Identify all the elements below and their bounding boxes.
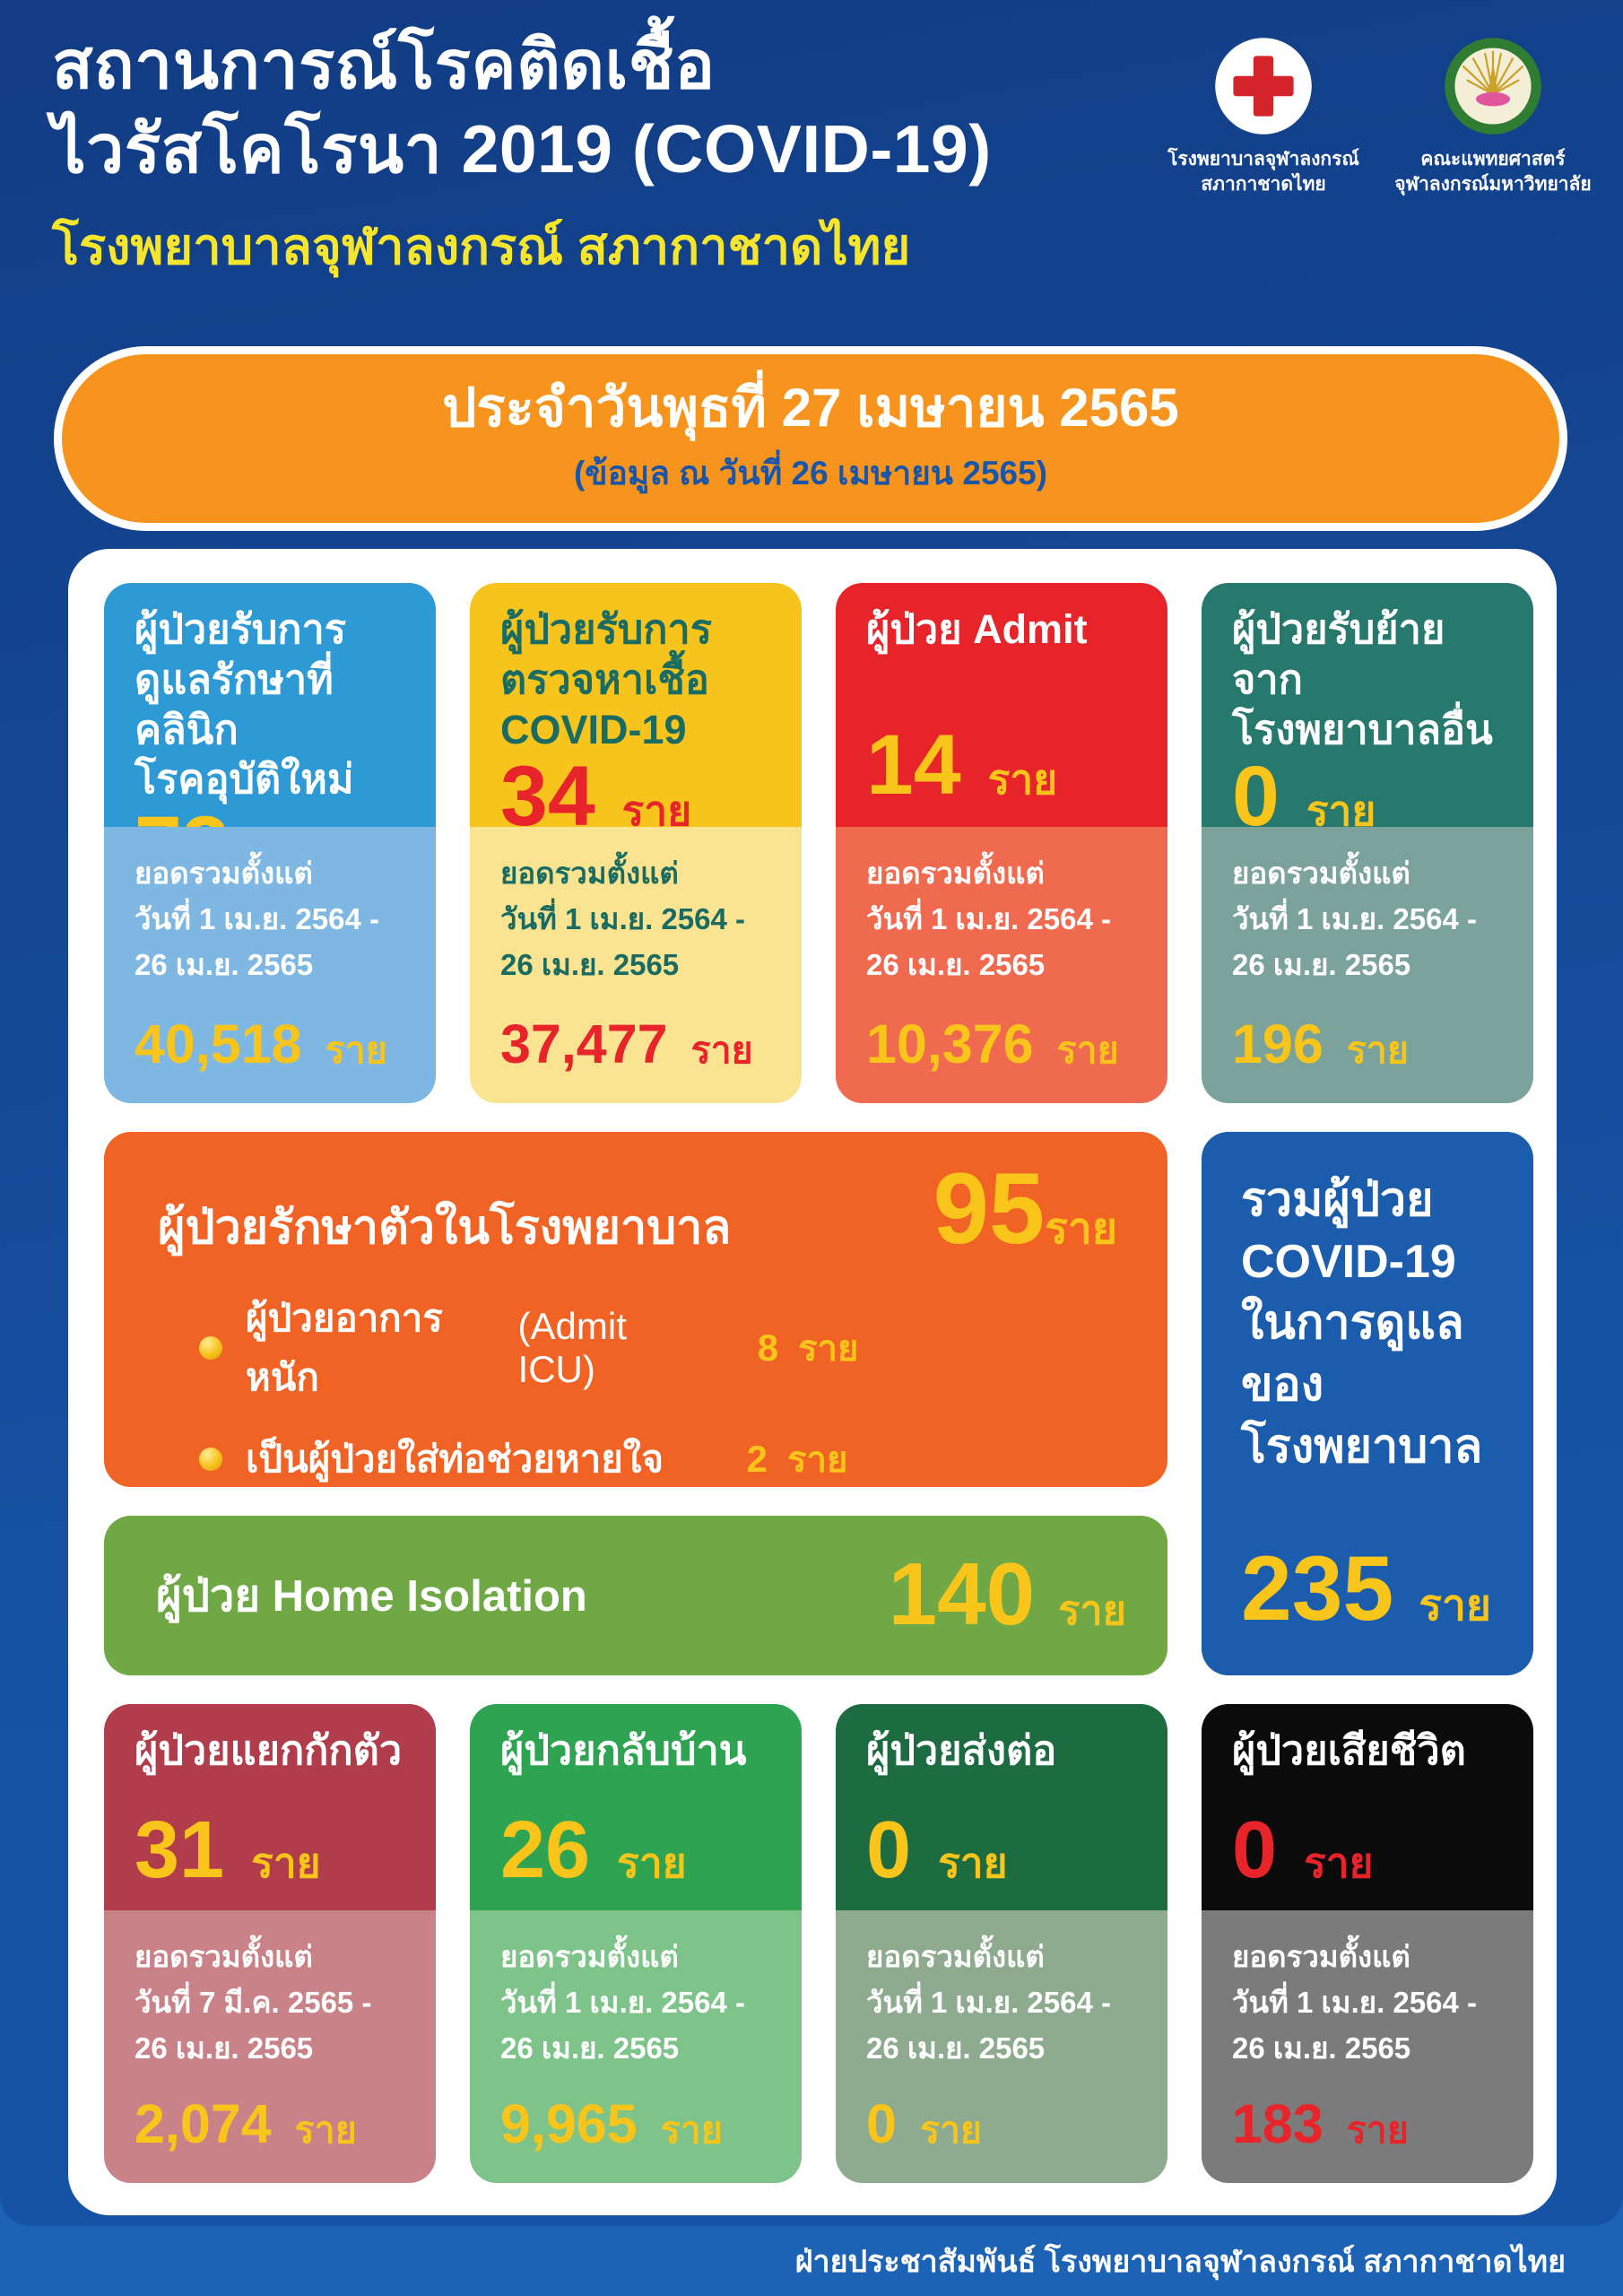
daily-value: 0: [866, 1805, 912, 1895]
hospital-subtitle: โรงพยาบาลจุฬาลงกรณ์ สภากาชาดไทย: [52, 217, 911, 274]
unit-label: ราย: [1306, 787, 1376, 835]
period-label: ยอดรวมตั้งแต่ วันที่ 7 มี.ค. 2565 - 26 เ…: [135, 1940, 372, 2066]
card-title: ผู้ป่วยรับการ ตรวจหาเชื้อ COVID-19: [500, 606, 712, 752]
daily-value: 0: [1232, 749, 1280, 845]
daily-value: 31: [135, 1805, 225, 1895]
in-hospital-value: 95: [933, 1152, 1046, 1265]
card-title: ผู้ป่วยรักษาตัวในโรงพยาบาล: [158, 1202, 732, 1254]
unit-label: ราย: [1045, 1205, 1117, 1253]
daily-value: 34: [500, 749, 595, 845]
unit-label: ราย: [690, 1030, 753, 1071]
cumulative-value: 2,074: [135, 2093, 272, 2154]
report-date: ประจำวันพุธที่ 27 เมษายน 2565: [442, 377, 1179, 438]
stat-card-referred-out: ผู้ป่วยส่งต่อ 0 ราย ยอดรวมตั้งแต่ วันที่…: [836, 1704, 1167, 2183]
period-label: ยอดรวมตั้งแต่ วันที่ 1 เม.ย. 2564 - 26 เ…: [500, 857, 745, 982]
cumulative-value: 196: [1232, 1013, 1324, 1074]
stat-card-admit: ผู้ป่วย Admit 14 ราย ยอดรวมตั้งแต่ วันที…: [836, 583, 1167, 1103]
daily-value: 26: [500, 1805, 591, 1895]
unit-label: ราย: [660, 2109, 723, 2151]
period-label: ยอดรวมตั้งแต่ วันที่ 1 เม.ย. 2564 - 26 เ…: [866, 1940, 1111, 2066]
cumulative-value: 40,518: [135, 1013, 302, 1074]
cumulative-value: 183: [1232, 2093, 1324, 2154]
card-title: ผู้ป่วยรับย้ายจาก โรงพยาบาลอื่น: [1232, 606, 1493, 752]
logo-caption: โรงพยาบาลจุฬาลงกรณ์ สภากาชาดไทย: [1167, 149, 1359, 196]
unit-label: ราย: [1419, 1582, 1492, 1630]
logo-group: โรงพยาบาลจุฬาลงกรณ์ สภากาชาดไทย คณะแพทยศ…: [1157, 36, 1600, 198]
credit-text: ฝ่ายประชาสัมพันธ์ โรงพยาบาลจุฬาลงกรณ์ สภ…: [794, 2245, 1566, 2279]
title-line-1: สถานการณ์โรคติดเชื้อ: [52, 27, 716, 102]
breakdown-row-icu: ผู้ป่วยอาการหนัก (Admit ICU) 8 ราย: [199, 1289, 1117, 1407]
card-title: ผู้ป่วย Admit: [866, 606, 1088, 652]
breakdown-row-ventilator: เป็นผู้ป่วยใส่ท่อช่วยหายใจ 2 ราย: [199, 1430, 1117, 1489]
card-title: ผู้ป่วยรับการ ดูแลรักษาที่คลินิก โรคอุบั…: [135, 606, 354, 803]
stat-card-home-isolation: ผู้ป่วย Home Isolation 140 ราย: [104, 1516, 1167, 1675]
card-title: ผู้ป่วยแยกกักตัว: [135, 1727, 403, 1773]
red-cross-icon: [1215, 38, 1312, 135]
date-banner: ประจำวันพุธที่ 27 เมษายน 2565 (ข้อมูล ณ …: [54, 346, 1567, 531]
faculty-medicine-seal-icon: [1445, 38, 1541, 135]
card-title: ผู้ป่วยส่งต่อ: [866, 1727, 1057, 1773]
bullet-dot-icon: [199, 1448, 222, 1471]
unit-label: ราย: [1346, 1030, 1409, 1071]
unit-label: ราย: [1346, 2109, 1409, 2151]
unit-label: ราย: [919, 2109, 983, 2151]
unit-label: ราย: [1056, 1030, 1119, 1071]
period-label: ยอดรวมตั้งแต่ วันที่ 1 เม.ย. 2564 - 26 เ…: [866, 857, 1111, 982]
unit-label: ราย: [1304, 1839, 1374, 1886]
unit-label: ราย: [617, 1839, 687, 1886]
period-label: ยอดรวมตั้งแต่ วันที่ 1 เม.ย. 2564 - 26 เ…: [135, 857, 379, 982]
card-title: ผู้ป่วยกลับบ้าน: [500, 1727, 747, 1773]
unit-label: ราย: [325, 1030, 387, 1071]
stat-card-in-hospital: ผู้ป่วยรักษาตัวในโรงพยาบาล 95 ราย ผู้ป่ว…: [104, 1132, 1167, 1561]
unit-label: ราย: [798, 1329, 859, 1369]
stat-card-deaths: ผู้ป่วยเสียชีวิต 0 ราย ยอดรวมตั้งแต่ วัน…: [1202, 1704, 1533, 2183]
breakdown-label: ผู้ป่วยอาการหนัก: [246, 1297, 443, 1398]
breakdown-label-note: (Admit ICU): [517, 1305, 627, 1390]
unit-label: ราย: [294, 2109, 357, 2151]
cumulative-value: 10,376: [866, 1013, 1034, 1074]
card-title: ผู้ป่วยเสียชีวิต: [1232, 1727, 1466, 1773]
card-title: รวมผู้ป่วย COVID-19 ในการดูแลของ โรงพยาบ…: [1241, 1174, 1483, 1473]
title-line-2: ไวรัสโคโรนา 2019 (COVID-19): [52, 110, 992, 187]
stat-card-isolation-quarantine: ผู้ป่วยแยกกักตัว 31 ราย ยอดรวมตั้งแต่ วั…: [104, 1704, 436, 2183]
card-title: ผู้ป่วย Home Isolation: [156, 1572, 587, 1621]
logo-red-cross: โรงพยาบาลจุฬาลงกรณ์ สภากาชาดไทย: [1157, 36, 1370, 198]
period-label: ยอดรวมตั้งแต่ วันที่ 1 เม.ย. 2564 - 26 เ…: [500, 1940, 745, 2066]
data-as-of: (ข้อมูล ณ วันที่ 26 เมษายน 2565): [573, 454, 1048, 491]
daily-value: 0: [1232, 1805, 1278, 1895]
breakdown-value: 2: [746, 1438, 768, 1480]
logo-faculty-medicine: คณะแพทยศาสตร์ จุฬาลงกรณ์มหาวิทยาลัย: [1386, 36, 1600, 198]
stat-card-covid-testing: ผู้ป่วยรับการ ตรวจหาเชื้อ COVID-19 34 รา…: [470, 583, 802, 1103]
cumulative-value: 0: [866, 2093, 897, 2154]
breakdown-label: เป็นผู้ป่วยใส่ท่อช่วยหายใจ: [246, 1438, 664, 1480]
unit-label: ราย: [1058, 1587, 1126, 1633]
unit-label: ราย: [251, 1839, 321, 1886]
stat-card-clinic-care: ผู้ป่วยรับการ ดูแลรักษาที่คลินิก โรคอุบั…: [104, 583, 436, 1103]
home-isolation-value: 140: [888, 1544, 1036, 1643]
period-label: ยอดรวมตั้งแต่ วันที่ 1 เม.ย. 2564 - 26 เ…: [1232, 857, 1477, 982]
stats-board: ผู้ป่วยรับการ ดูแลรักษาที่คลินิก โรคอุบั…: [68, 549, 1557, 2215]
period-label: ยอดรวมตั้งแต่ วันที่ 1 เม.ย. 2564 - 26 เ…: [1232, 1940, 1477, 2066]
cumulative-value: 9,965: [500, 2093, 638, 2154]
logo-caption: คณะแพทยศาสตร์ จุฬาลงกรณ์มหาวิทยาลัย: [1394, 149, 1592, 196]
unit-label: ราย: [621, 787, 692, 835]
unit-label: ราย: [787, 1440, 848, 1480]
stat-card-total-under-care: รวมผู้ป่วย COVID-19 ในการดูแลของ โรงพยาบ…: [1202, 1132, 1533, 1675]
unit-label: ราย: [987, 756, 1058, 803]
breakdown-value: 8: [757, 1326, 779, 1369]
total-under-care-value: 235: [1241, 1537, 1394, 1639]
daily-value: 14: [866, 718, 961, 813]
bullet-dot-icon: [199, 1336, 222, 1360]
stat-card-transfer-in: ผู้ป่วยรับย้ายจาก โรงพยาบาลอื่น 0 ราย ยอ…: [1202, 583, 1533, 1103]
stat-card-discharged: ผู้ป่วยกลับบ้าน 26 ราย ยอดรวมตั้งแต่ วัน…: [470, 1704, 802, 2183]
page-title: สถานการณ์โรคติดเชื้อ ไวรัสโคโรนา 2019 (C…: [52, 23, 992, 286]
footer-credit: ฝ่ายประชาสัมพันธ์ โรงพยาบาลจุฬาลงกรณ์ สภ…: [0, 2226, 1623, 2296]
unit-label: ราย: [938, 1839, 1008, 1886]
cumulative-value: 37,477: [500, 1013, 668, 1074]
